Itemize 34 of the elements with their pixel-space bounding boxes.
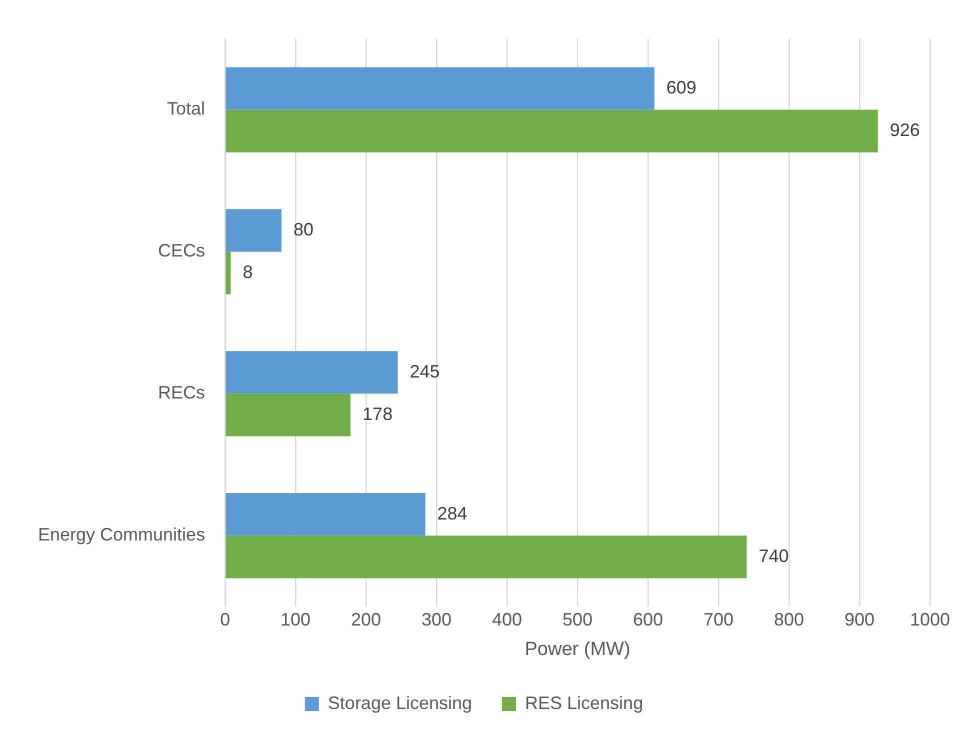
x-tick-label: 700 bbox=[703, 609, 734, 630]
x-tick-label: 1000 bbox=[910, 609, 950, 630]
x-axis-title: Power (MW) bbox=[524, 638, 630, 660]
x-tick-label: 600 bbox=[633, 609, 664, 630]
bar bbox=[226, 536, 747, 578]
x-tick-label: 500 bbox=[562, 609, 593, 630]
y-tick-label: Energy Communities bbox=[38, 524, 206, 545]
data-label: 284 bbox=[437, 503, 468, 524]
y-tick-label: Total bbox=[167, 98, 206, 119]
x-tick-label: 900 bbox=[844, 609, 875, 630]
data-label: 609 bbox=[666, 77, 696, 98]
x-tick-label: 200 bbox=[351, 609, 382, 630]
data-label: 245 bbox=[410, 361, 440, 382]
legend-label: RES Licensing bbox=[525, 692, 644, 713]
bar bbox=[226, 351, 398, 394]
x-tick-label: 300 bbox=[422, 609, 452, 630]
bar bbox=[226, 110, 878, 152]
data-label: 80 bbox=[293, 219, 314, 240]
data-label: 178 bbox=[362, 404, 393, 424]
data-label: 926 bbox=[890, 120, 920, 140]
bar bbox=[226, 67, 654, 110]
data-label: 8 bbox=[242, 262, 253, 282]
y-tick-label: CECs bbox=[158, 240, 206, 261]
bar bbox=[226, 394, 351, 436]
x-tick-label: 100 bbox=[280, 609, 311, 630]
legend-label: Storage Licensing bbox=[328, 692, 472, 713]
bar bbox=[226, 252, 231, 294]
bar bbox=[226, 209, 282, 252]
data-label: 740 bbox=[758, 546, 789, 566]
bar bbox=[226, 493, 426, 536]
x-tick-label: 400 bbox=[492, 609, 522, 630]
y-tick-label: RECs bbox=[158, 382, 206, 403]
x-tick-label: 0 bbox=[220, 609, 230, 630]
x-tick-label: 800 bbox=[774, 609, 804, 630]
